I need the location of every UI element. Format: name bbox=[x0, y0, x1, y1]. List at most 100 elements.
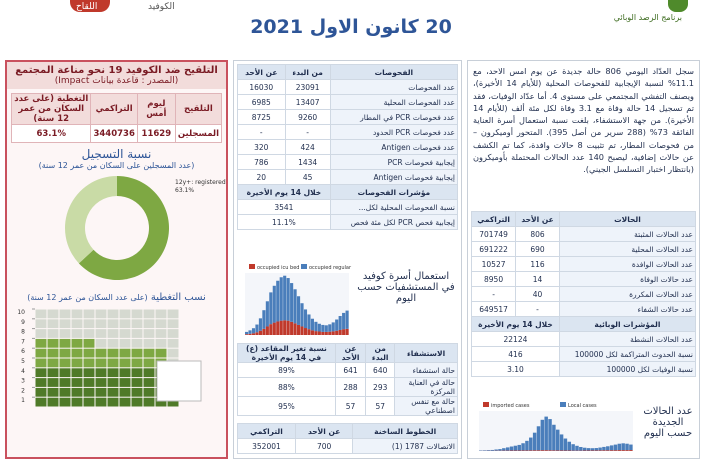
header-row: التلقيح ليوم أمس التراكمي التغطية (على عدد … bbox=[10, 93, 223, 125]
bar-segment bbox=[317, 323, 321, 332]
label-cell: عدد الحالات الوافدة bbox=[558, 256, 697, 272]
coverage-cell bbox=[143, 387, 155, 397]
bar-segment bbox=[265, 326, 269, 335]
coverage-cell bbox=[131, 309, 143, 319]
coverage-cell bbox=[35, 358, 47, 368]
bar-segment bbox=[590, 448, 595, 451]
vaccination-panel: التلقيح ضد الكوفيد 19 نحو مناعة المجتمع … bbox=[5, 60, 228, 459]
coverage-cell bbox=[167, 309, 179, 319]
value-cell: - bbox=[470, 286, 517, 302]
header-cell: التلقيح bbox=[174, 93, 223, 125]
label-cell: عدد فحوصات PCR الحدود bbox=[329, 124, 459, 140]
coverage-cell bbox=[83, 397, 95, 407]
cases-panel: سجل العدّاد اليومي 806 حالة جديدة عن يوم… bbox=[467, 60, 700, 459]
coverage-cell bbox=[131, 378, 143, 387]
coverage-cell bbox=[71, 387, 83, 397]
value-cell: 424 bbox=[284, 139, 331, 155]
value-cell: 116 bbox=[515, 256, 560, 272]
value-cell: 352001 bbox=[237, 438, 296, 454]
header-cell: ليوم أمس bbox=[136, 93, 176, 125]
bar-segment bbox=[486, 450, 491, 451]
value-cell: 700 bbox=[294, 438, 354, 454]
bar-segment bbox=[314, 321, 318, 332]
tests-panel: الفحوصات من البدء عن الأحد عدد الفحوصات 2309… bbox=[233, 60, 462, 459]
bar-segment bbox=[552, 424, 556, 451]
label-cell: عدد الحالات المحلية bbox=[558, 241, 697, 257]
bar-segment bbox=[245, 334, 249, 335]
bar-segment bbox=[617, 450, 622, 451]
coverage-cell bbox=[167, 348, 179, 358]
coverage-cell bbox=[119, 368, 131, 378]
coverage-cell bbox=[131, 368, 143, 378]
bar-segment bbox=[502, 448, 506, 451]
bar-segment bbox=[536, 450, 541, 451]
bar-segment bbox=[321, 324, 325, 332]
bar-segment bbox=[629, 450, 633, 451]
bar-segment bbox=[272, 285, 276, 323]
y-tick-label: 1 bbox=[21, 397, 25, 404]
coverage-cell bbox=[59, 319, 71, 329]
coverage-cell bbox=[119, 378, 131, 387]
legend-swatch bbox=[483, 402, 489, 407]
section-note: (عدد المسجلين على السكان من عمر 12 سنة) bbox=[38, 161, 195, 170]
value-cell: 11.1% bbox=[237, 214, 331, 230]
coverage-cell bbox=[143, 378, 155, 387]
bar-segment bbox=[571, 444, 575, 451]
coverage-cell bbox=[35, 338, 47, 348]
coverage-cell bbox=[107, 338, 119, 348]
coverage-cell bbox=[71, 309, 83, 319]
bar-segment bbox=[540, 419, 545, 451]
bar-segment bbox=[335, 319, 339, 331]
legend-swatch bbox=[301, 264, 307, 269]
coverage-cell bbox=[107, 378, 119, 387]
legend-swatch bbox=[560, 402, 566, 407]
coverage-cell bbox=[83, 309, 95, 319]
bar-segment bbox=[556, 450, 560, 451]
hospital-beds-chart: occupied icu bed occupied regular bed bbox=[245, 264, 352, 335]
coverage-cell bbox=[47, 329, 59, 338]
data-table: الاستشفاء من البدء عن الأحد نسبة تغير المقا… bbox=[237, 343, 458, 416]
header-cell: خلال 14 يوم الأخيرة bbox=[471, 316, 560, 332]
panel-source: (المصدر : قاعدة بيانات Impact) bbox=[54, 76, 179, 86]
bar-segment bbox=[255, 332, 259, 335]
header-cell: المؤشرات الوبائية bbox=[558, 316, 697, 332]
bar-segment bbox=[293, 289, 297, 324]
header-cell: عن الأحد bbox=[294, 423, 354, 439]
table-row: عدد فحوصات PCR الحدود - - bbox=[237, 124, 459, 140]
y-tick-label: 3 bbox=[21, 378, 25, 385]
bar-segment bbox=[563, 438, 568, 451]
bar-segment bbox=[532, 432, 537, 451]
coverage-cell bbox=[119, 319, 131, 329]
value-cell: 691222 bbox=[470, 241, 517, 257]
bar-segment bbox=[629, 444, 633, 451]
coverage-cell bbox=[155, 397, 167, 407]
bar-segment bbox=[625, 443, 629, 451]
bar-segment bbox=[590, 450, 595, 451]
value-cell: 6985 bbox=[237, 94, 286, 110]
bar-segment bbox=[300, 326, 304, 335]
bar-segment bbox=[328, 331, 332, 335]
coverage-cell bbox=[107, 358, 119, 368]
data-table: التلقيح ليوم أمس التراكمي التغطية (على عدد … bbox=[10, 93, 223, 143]
bar-segment bbox=[617, 443, 622, 451]
hotline-table: الخطوط الساخنة عن الأحد التراكمي الاتصالات … bbox=[237, 423, 458, 454]
chart-caption: عدد الحالات الجديدة حسب اليوم bbox=[643, 406, 693, 439]
value-cell: 649517 bbox=[470, 301, 517, 317]
coverage-cell bbox=[59, 378, 71, 387]
table-row: إيجابية فحوصات PCR 1434 786 bbox=[237, 154, 459, 170]
table-row: نسبة الوفيات لكل 100000 3.10 bbox=[471, 361, 697, 377]
table-row: نسبة الفحوصات المحلية لكل... 3541 bbox=[237, 199, 459, 215]
legend-label: Local cases bbox=[568, 403, 597, 409]
logo-text: الكوفيد bbox=[148, 2, 175, 12]
coverage-cell bbox=[71, 368, 83, 378]
header-row: مؤشرات الفحوصات خلال 14 يوم الأخيرة bbox=[237, 184, 459, 200]
header-cell: عن الأحد bbox=[515, 211, 560, 227]
coverage-cell bbox=[47, 309, 59, 319]
bar-segment bbox=[283, 275, 287, 321]
bar-segment bbox=[293, 323, 297, 335]
legend-label: occupied regular bed bbox=[309, 265, 352, 271]
cases-table: الحالات عن الأحد التراكمي عدد الحالات المثب… bbox=[470, 211, 697, 377]
bar-segment bbox=[342, 329, 346, 335]
